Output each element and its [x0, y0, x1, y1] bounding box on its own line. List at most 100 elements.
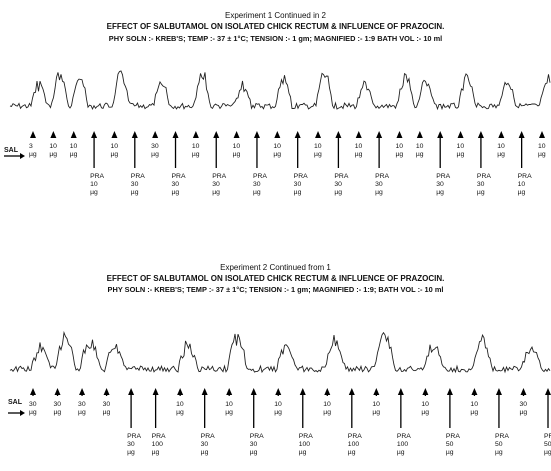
drug-label: PRA — [212, 173, 226, 180]
dose-value: 30 — [29, 401, 37, 408]
dose-arrow-head — [177, 388, 184, 395]
dose-value: 30 — [212, 181, 220, 188]
experiment-heading: Experiment 2 Continued from 1 — [220, 263, 331, 272]
dose-value: 10 — [538, 143, 546, 150]
dose-unit: µg — [201, 449, 209, 456]
dose-value: 30 — [519, 401, 527, 408]
experiment-1-panel: Experiment 1 Continued in 2 EFFECT OF SA… — [0, 0, 551, 235]
dose-value: 50 — [446, 441, 454, 448]
dose-value: 30 — [131, 181, 139, 188]
dose-arrow-head — [324, 388, 331, 395]
drug-label: PRA — [294, 173, 308, 180]
sal-start-label: SAL — [8, 399, 23, 406]
experiment-title: EFFECT OF SALBUTAMOL ON ISOLATED CHICK R… — [106, 22, 445, 31]
dose-arrow-head — [131, 131, 138, 138]
dose-arrow-head — [446, 388, 453, 395]
drug-label: PRA — [201, 433, 215, 440]
dose-value: 30 — [436, 181, 444, 188]
dose-unit: µg — [518, 189, 526, 196]
dose-unit: µg — [274, 409, 282, 416]
dose-unit: µg — [29, 151, 37, 158]
dose-unit: µg — [538, 151, 546, 158]
dose-value: 10 — [497, 143, 505, 150]
dose-unit: µg — [477, 189, 485, 196]
dose-unit: µg — [416, 151, 424, 158]
dose-value: 30 — [172, 181, 180, 188]
dose-value: 30 — [334, 181, 342, 188]
dose-unit: µg — [131, 189, 139, 196]
dose-arrow-head — [274, 131, 281, 138]
dose-value: 10 — [192, 143, 200, 150]
dose-arrow-head — [226, 388, 233, 395]
dose-value: 10 — [323, 401, 331, 408]
dose-unit: µg — [395, 151, 403, 158]
dose-value: 30 — [127, 441, 135, 448]
dose-arrow-head — [253, 131, 260, 138]
dose-value: 10 — [314, 143, 322, 150]
dose-unit: µg — [495, 449, 503, 456]
sal-start-label: SAL — [4, 147, 19, 154]
drug-label: PRA — [299, 433, 313, 440]
salbutamol-dose-marker: 3µg — [29, 131, 37, 158]
dose-arrow-head — [91, 131, 98, 138]
drug-label: PRA — [127, 433, 141, 440]
dose-value: 30 — [253, 181, 261, 188]
dose-value: 10 — [421, 401, 429, 408]
drug-label: PRA — [397, 433, 411, 440]
tissue-response-trace — [9, 330, 551, 374]
dose-arrow-head — [152, 131, 159, 138]
dose-arrow-head — [539, 131, 545, 138]
drug-label: PRA — [253, 173, 267, 180]
experiment-conditions: PHY SOLN :- KREB'S; TEMP :- 37 ± 1°C; TE… — [108, 34, 443, 43]
experiment-2-recording: SAL 30µg30µg30µg30µgPRA30µgPRA100µg10µgP… — [8, 330, 551, 456]
dose-arrow-head — [213, 131, 220, 138]
dose-value: 10 — [274, 401, 282, 408]
drug-label: PRA — [477, 173, 491, 180]
dose-unit: µg — [446, 449, 454, 456]
start-marker: SAL — [4, 147, 25, 159]
dose-unit: µg — [103, 409, 111, 416]
drug-label: PRA — [544, 433, 551, 440]
dose-value: 10 — [372, 401, 380, 408]
dose-arrow-head — [520, 388, 527, 395]
dose-unit: µg — [110, 151, 118, 158]
dose-value: 10 — [273, 143, 281, 150]
dose-arrow-head — [201, 388, 208, 395]
dose-arrow-head — [477, 131, 484, 138]
dose-arrow-head — [79, 388, 86, 395]
dose-value: 10 — [233, 143, 241, 150]
dose-unit: µg — [436, 189, 444, 196]
dose-value: 10 — [416, 143, 424, 150]
dose-arrow-head — [416, 131, 423, 138]
dose-value: 10 — [470, 401, 478, 408]
dose-unit: µg — [49, 151, 57, 158]
dose-arrow-head — [54, 388, 61, 395]
dose-arrow-head — [396, 131, 403, 138]
drug-label: PRA — [90, 173, 104, 180]
dose-arrow-head — [128, 388, 135, 395]
dose-arrow-head — [498, 131, 505, 138]
dose-arrow-head — [250, 388, 257, 395]
drug-label: PRA — [436, 173, 450, 180]
dose-value: 10 — [110, 143, 118, 150]
